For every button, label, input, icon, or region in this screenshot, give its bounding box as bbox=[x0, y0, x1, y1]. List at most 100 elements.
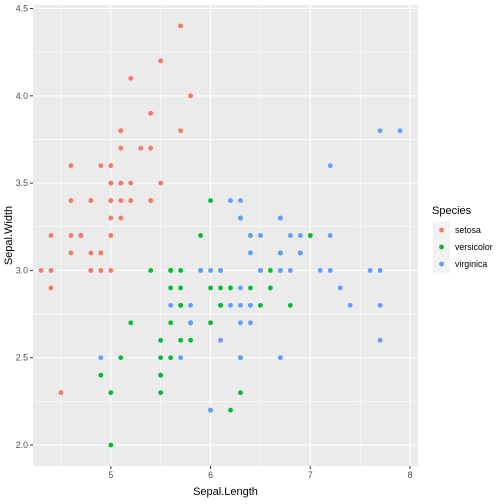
data-point-setosa bbox=[118, 198, 124, 203]
data-point-virginica bbox=[228, 198, 233, 203]
data-point-virginica bbox=[337, 285, 343, 291]
data-point-virginica bbox=[277, 250, 283, 256]
data-point-virginica bbox=[238, 302, 243, 308]
data-point-virginica bbox=[218, 337, 223, 343]
data-point-virginica bbox=[287, 233, 293, 238]
data-point-versicolor bbox=[98, 372, 104, 378]
data-point-virginica bbox=[377, 302, 383, 308]
data-point-virginica bbox=[248, 250, 253, 256]
data-point-versicolor bbox=[287, 302, 293, 308]
data-point-setosa bbox=[68, 250, 74, 256]
data-point-virginica bbox=[397, 128, 403, 134]
y-tick-label: 4.0 bbox=[16, 91, 28, 101]
data-point-versicolor bbox=[168, 320, 174, 326]
data-point-virginica bbox=[228, 302, 233, 308]
legend-label-virginica: virginica bbox=[455, 259, 487, 269]
data-point-versicolor bbox=[108, 442, 114, 448]
data-point-setosa bbox=[158, 180, 164, 186]
data-point-setosa bbox=[118, 215, 124, 221]
data-points bbox=[38, 23, 403, 448]
x-axis-ticks: 5 6 7 8 bbox=[108, 466, 413, 480]
data-point-virginica bbox=[238, 285, 243, 291]
data-point-versicolor bbox=[158, 390, 164, 396]
data-point-setosa bbox=[118, 145, 124, 151]
data-point-virginica bbox=[327, 268, 333, 273]
data-point-virginica bbox=[188, 302, 193, 308]
data-point-virginica bbox=[367, 268, 373, 273]
legend-symbol-versicolor bbox=[439, 244, 444, 250]
data-point-versicolor bbox=[158, 372, 164, 378]
data-point-setosa bbox=[88, 268, 94, 273]
data-point-setosa bbox=[158, 58, 164, 64]
data-point-versicolor bbox=[118, 355, 124, 361]
data-point-virginica bbox=[198, 268, 203, 273]
data-point-virginica bbox=[277, 268, 283, 273]
data-point-versicolor bbox=[178, 268, 184, 273]
data-point-versicolor bbox=[158, 337, 164, 343]
data-point-versicolor bbox=[228, 407, 233, 413]
data-point-versicolor bbox=[178, 337, 184, 343]
data-point-setosa bbox=[98, 250, 104, 256]
data-point-versicolor bbox=[208, 285, 213, 291]
legend-symbol-setosa bbox=[439, 227, 444, 233]
data-point-virginica bbox=[327, 163, 333, 169]
data-point-versicolor bbox=[258, 302, 263, 308]
data-point-setosa bbox=[128, 75, 134, 81]
legend-label-versicolor: versicolor bbox=[455, 242, 493, 252]
data-point-virginica bbox=[347, 302, 353, 308]
data-point-virginica bbox=[287, 268, 293, 273]
x-tick-label: 6 bbox=[208, 470, 213, 480]
data-point-setosa bbox=[108, 215, 114, 221]
data-point-virginica bbox=[168, 302, 174, 308]
data-point-virginica bbox=[98, 355, 104, 361]
data-point-virginica bbox=[218, 268, 223, 273]
data-point-virginica bbox=[277, 355, 283, 361]
data-point-setosa bbox=[98, 268, 104, 273]
data-point-virginica bbox=[297, 233, 303, 238]
data-point-setosa bbox=[38, 268, 44, 273]
data-point-setosa bbox=[108, 198, 114, 203]
y-tick-label: 2.0 bbox=[16, 440, 28, 450]
legend-label-setosa: setosa bbox=[455, 225, 481, 235]
data-point-versicolor bbox=[178, 285, 184, 291]
y-tick-label: 4.5 bbox=[16, 3, 28, 13]
data-point-versicolor bbox=[248, 285, 253, 291]
data-point-virginica bbox=[248, 233, 253, 238]
data-point-virginica bbox=[317, 268, 323, 273]
data-point-virginica bbox=[277, 215, 283, 221]
data-point-versicolor bbox=[108, 390, 114, 396]
data-point-virginica bbox=[258, 268, 263, 273]
data-point-setosa bbox=[58, 390, 64, 396]
data-point-versicolor bbox=[188, 337, 193, 343]
data-point-versicolor bbox=[168, 285, 174, 291]
x-tick-label: 7 bbox=[308, 470, 313, 480]
data-point-versicolor bbox=[148, 268, 154, 273]
data-point-virginica bbox=[297, 250, 303, 256]
data-point-setosa bbox=[188, 93, 193, 99]
data-point-virginica bbox=[178, 355, 184, 361]
data-point-virginica bbox=[327, 233, 333, 238]
data-point-virginica bbox=[208, 268, 213, 273]
x-axis-title: Sepal.Length bbox=[193, 486, 258, 498]
data-point-setosa bbox=[178, 128, 184, 134]
data-point-setosa bbox=[68, 163, 74, 169]
data-point-versicolor bbox=[178, 302, 184, 308]
data-point-setosa bbox=[78, 233, 84, 238]
data-point-setosa bbox=[178, 23, 184, 29]
data-point-setosa bbox=[108, 163, 114, 169]
data-point-versicolor bbox=[208, 198, 213, 203]
data-point-setosa bbox=[68, 233, 74, 238]
y-tick-label: 3.0 bbox=[16, 265, 28, 275]
legend: Species setosa versicolor virginica bbox=[432, 205, 493, 273]
data-point-virginica bbox=[238, 215, 243, 221]
data-point-setosa bbox=[48, 285, 54, 291]
data-point-versicolor bbox=[267, 268, 273, 273]
data-point-versicolor bbox=[228, 285, 233, 291]
data-point-setosa bbox=[98, 163, 104, 169]
data-point-virginica bbox=[377, 128, 383, 134]
data-point-versicolor bbox=[158, 355, 164, 361]
data-point-setosa bbox=[118, 128, 124, 134]
data-point-versicolor bbox=[168, 355, 174, 361]
plot-panel bbox=[33, 5, 418, 466]
